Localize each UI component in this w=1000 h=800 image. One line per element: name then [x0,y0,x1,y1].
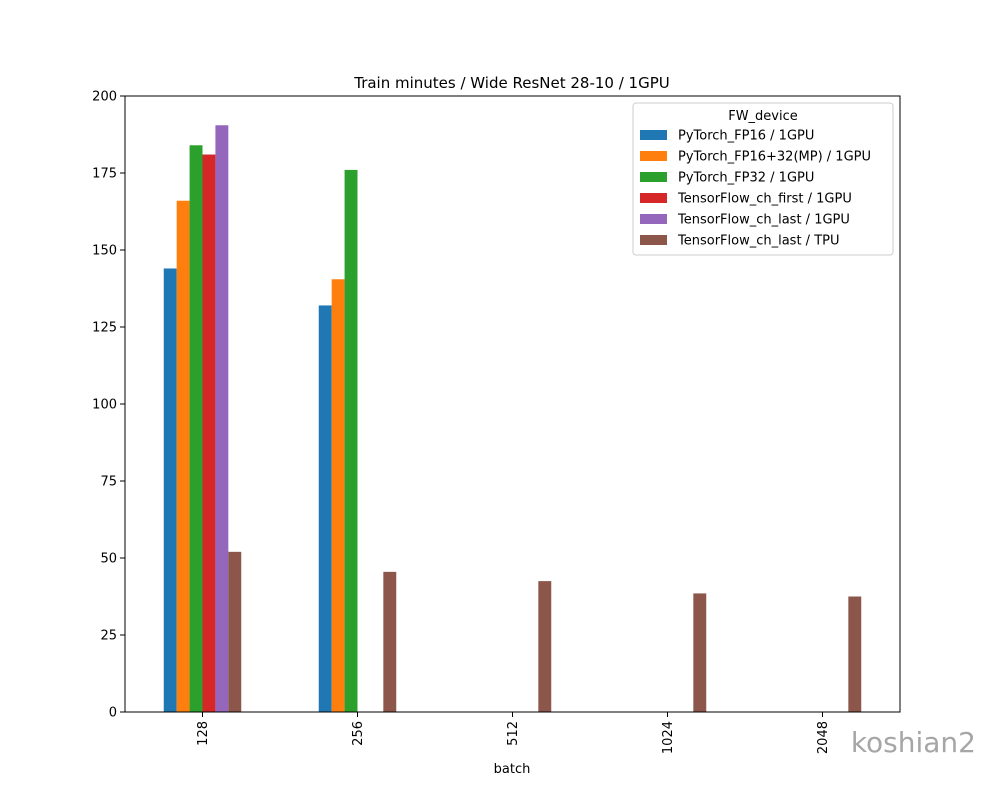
legend-swatch-5 [640,235,667,245]
legend-entry-4: TensorFlow_ch_last / 1GPU [677,213,850,228]
watermark-text: koshian2 [851,726,976,759]
y-tick-label: 125 [92,321,117,336]
legend-entry-0: PyTorch_FP16 / 1GPU [678,129,814,144]
y-tick-label: 75 [100,475,117,490]
legend-entry-5: TensorFlow_ch_last / TPU [677,234,840,249]
legend-box [632,102,894,256]
legend: FW_device PyTorch_FP16 / 1GPU PyTorch_FP16… [632,102,894,256]
bar-s5-c2 [538,581,552,712]
x-tick-label: 2048 [816,721,831,754]
x-tick-label: 512 [506,721,521,746]
bar-s1-c0 [176,200,190,712]
bars-group [163,125,862,713]
bar-s2-c1 [344,169,358,713]
x-tick-label: 128 [196,721,211,746]
bar-s1-c1 [331,279,345,712]
y-tick-label: 200 [92,90,117,105]
bar-s3-c0 [202,154,216,712]
bar-s2-c0 [189,145,203,712]
y-tick-label: 25 [100,629,117,644]
bar-s0-c0 [163,268,177,712]
y-tick-label: 0 [109,706,117,721]
x-axis-label: batch [494,762,531,777]
bar-s5-c3 [693,593,707,712]
x-tick-label: 1024 [661,721,676,754]
legend-entry-2: PyTorch_FP32 / 1GPU [678,171,814,186]
bar-s5-c0 [228,551,242,712]
bar-s0-c1 [318,305,332,712]
x-axis: 128 256 512 1024 2048 [196,712,831,754]
legend-swatch-1 [640,151,667,161]
x-tick-label: 256 [351,721,366,746]
legend-swatch-0 [640,130,667,140]
chart-title: Train minutes / Wide ResNet 28-10 / 1GPU [353,74,670,92]
bar-s4-c0 [215,125,229,712]
bar-s5-c4 [848,596,862,712]
legend-swatch-2 [640,172,667,182]
legend-swatch-3 [640,193,667,203]
legend-title: FW_device [728,109,798,124]
y-tick-label: 50 [100,552,117,567]
y-tick-label: 150 [92,244,117,259]
legend-swatch-4 [640,214,667,224]
y-axis: 0 25 50 75 100 125 150 175 200 [92,90,125,721]
y-tick-label: 175 [92,167,117,182]
y-tick-label: 100 [92,398,117,413]
legend-entry-3: TensorFlow_ch_first / 1GPU [677,192,852,207]
bar-s5-c1 [383,571,397,712]
legend-entry-1: PyTorch_FP16+32(MP) / 1GPU [678,150,871,165]
